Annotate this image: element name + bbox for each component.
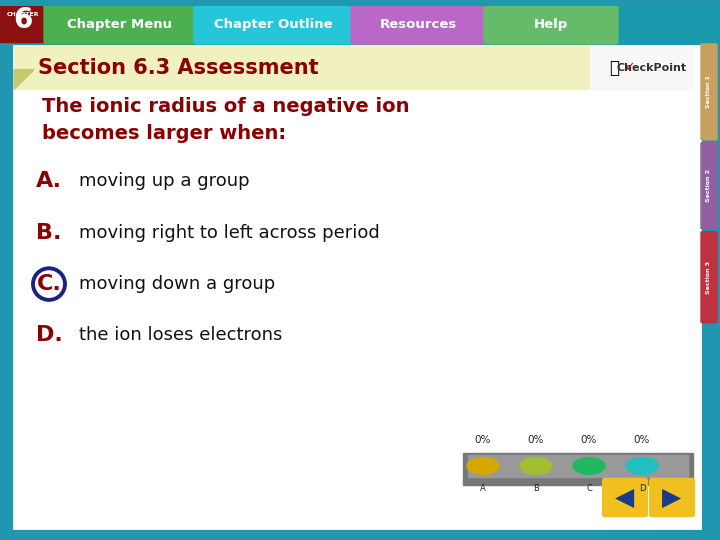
FancyBboxPatch shape <box>463 453 693 485</box>
FancyBboxPatch shape <box>0 6 46 42</box>
Text: moving down a group: moving down a group <box>79 275 275 293</box>
FancyBboxPatch shape <box>14 46 590 90</box>
FancyBboxPatch shape <box>351 3 485 44</box>
Text: 0%: 0% <box>581 435 597 445</box>
Text: moving up a group: moving up a group <box>79 172 250 190</box>
Text: 🏆: 🏆 <box>609 59 619 77</box>
Text: The ionic radius of a negative ion
becomes larger when:: The ionic radius of a negative ion becom… <box>42 97 410 143</box>
FancyBboxPatch shape <box>603 479 647 516</box>
FancyBboxPatch shape <box>468 455 688 477</box>
Text: B: B <box>533 484 539 493</box>
Text: Chapter Outline: Chapter Outline <box>214 18 333 31</box>
Text: ◀: ◀ <box>616 485 634 510</box>
Text: D: D <box>639 484 645 493</box>
Text: C.: C. <box>37 274 61 294</box>
Text: ▶: ▶ <box>662 485 682 510</box>
Text: CheckPoint: CheckPoint <box>617 63 687 73</box>
Text: moving right to left across period: moving right to left across period <box>79 224 379 242</box>
FancyBboxPatch shape <box>484 3 618 44</box>
Text: A: A <box>480 484 486 493</box>
FancyBboxPatch shape <box>14 46 700 528</box>
Ellipse shape <box>467 457 499 474</box>
Text: CHAPTER: CHAPTER <box>6 12 40 17</box>
Text: ✓: ✓ <box>624 61 634 74</box>
Text: A.: A. <box>36 171 62 191</box>
Ellipse shape <box>626 457 658 474</box>
Text: Section 1: Section 1 <box>706 76 711 109</box>
FancyBboxPatch shape <box>590 46 694 90</box>
Text: 6: 6 <box>13 6 32 34</box>
FancyBboxPatch shape <box>701 44 717 140</box>
Text: D.: D. <box>35 326 63 346</box>
Text: Help: Help <box>534 18 568 31</box>
Text: Section 2: Section 2 <box>706 169 711 202</box>
Text: the ion loses electrons: the ion loses electrons <box>79 327 282 345</box>
Text: 0%: 0% <box>474 435 491 445</box>
Ellipse shape <box>520 457 552 474</box>
Text: 0%: 0% <box>528 435 544 445</box>
Ellipse shape <box>573 457 605 474</box>
FancyBboxPatch shape <box>701 232 717 322</box>
FancyBboxPatch shape <box>701 143 717 229</box>
Text: 0%: 0% <box>634 435 650 445</box>
FancyBboxPatch shape <box>0 6 720 42</box>
FancyBboxPatch shape <box>44 3 196 44</box>
Text: Section 3: Section 3 <box>706 261 711 294</box>
Text: Resources: Resources <box>379 18 456 31</box>
Polygon shape <box>14 70 34 90</box>
Text: Chapter Menu: Chapter Menu <box>68 18 173 31</box>
Text: B.: B. <box>36 222 62 242</box>
Text: C: C <box>586 484 592 493</box>
Text: Section 6.3 Assessment: Section 6.3 Assessment <box>38 58 319 78</box>
FancyBboxPatch shape <box>650 479 694 516</box>
FancyBboxPatch shape <box>194 3 353 44</box>
